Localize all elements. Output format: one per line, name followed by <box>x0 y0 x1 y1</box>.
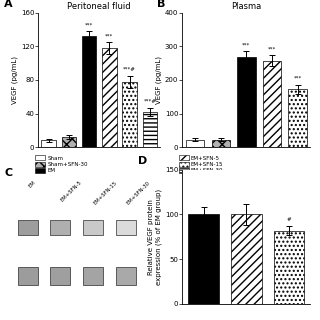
Text: D: D <box>138 156 147 166</box>
Title: Peritoneal fluid: Peritoneal fluid <box>68 2 131 11</box>
Text: EM+SFN-30: EM+SFN-30 <box>126 180 151 205</box>
Text: ***: *** <box>293 76 302 81</box>
Bar <box>82 36 96 147</box>
Text: C: C <box>5 168 13 178</box>
Bar <box>18 267 38 285</box>
Text: #: # <box>287 217 292 222</box>
Bar <box>143 112 157 147</box>
Bar <box>50 267 70 285</box>
Text: ***: *** <box>268 46 276 51</box>
Text: ***: *** <box>242 42 251 47</box>
Bar <box>50 220 70 235</box>
Text: ***: *** <box>85 22 93 27</box>
Text: B: B <box>157 0 165 9</box>
Bar <box>116 220 136 235</box>
Y-axis label: VEGF (pg/mL): VEGF (pg/mL) <box>156 56 162 104</box>
Text: EM+SFN-5: EM+SFN-5 <box>60 180 83 203</box>
Bar <box>263 60 281 147</box>
Bar <box>186 140 204 147</box>
Bar <box>83 267 103 285</box>
Y-axis label: Relative VEGF protein
expression (% of EM group): Relative VEGF protein expression (% of E… <box>148 189 162 285</box>
Text: ***: *** <box>105 33 114 38</box>
Text: ***#: ***# <box>123 67 136 72</box>
Legend: EM+SFN-5, EM+SFN-15, EM+SFN-30: EM+SFN-5, EM+SFN-15, EM+SFN-30 <box>179 155 223 173</box>
Bar <box>274 230 304 304</box>
Text: EM: EM <box>28 180 37 189</box>
Bar <box>231 214 262 304</box>
Y-axis label: VEGF (pg/mL): VEGF (pg/mL) <box>12 56 18 104</box>
Bar <box>18 220 38 235</box>
Bar <box>122 82 137 147</box>
Bar <box>212 140 230 147</box>
Text: ***#: ***# <box>143 99 156 104</box>
Bar <box>102 48 116 147</box>
Bar <box>61 137 76 147</box>
Text: EM+SFN-15: EM+SFN-15 <box>93 180 118 205</box>
Legend: Sham, Sham+SFN-30, EM: Sham, Sham+SFN-30, EM <box>35 155 88 173</box>
Bar <box>237 57 256 147</box>
Bar <box>83 220 103 235</box>
Title: Plasma: Plasma <box>231 2 261 11</box>
Bar <box>188 214 219 304</box>
Bar <box>116 267 136 285</box>
Bar <box>288 89 307 147</box>
Bar <box>41 140 56 147</box>
Text: A: A <box>4 0 13 9</box>
